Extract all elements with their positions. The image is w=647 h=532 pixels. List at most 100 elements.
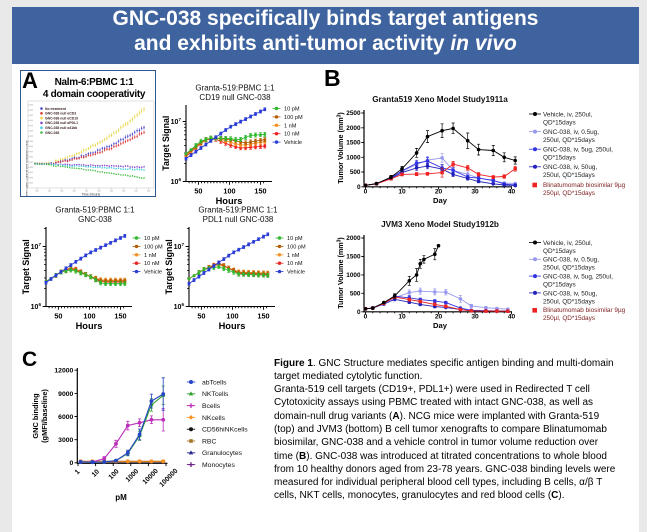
svg-text:0: 0 xyxy=(364,188,368,195)
svg-text:pM: pM xyxy=(115,493,127,502)
svg-text:2000: 2000 xyxy=(346,235,361,242)
svg-text:Monocytes: Monocytes xyxy=(202,462,235,469)
svg-text:250ul, QD*15days: 250ul, QD*15days xyxy=(543,137,595,144)
svg-text:Day: Day xyxy=(433,321,448,330)
svg-text:10 nM: 10 nM xyxy=(144,261,160,267)
svg-text:Time (Hours): Time (Hours) xyxy=(82,193,100,197)
svg-text:CD19 null GNC-038: CD19 null GNC-038 xyxy=(199,93,271,102)
svg-text:10 nM: 10 nM xyxy=(287,261,303,267)
svg-text:Vehicle, iv, 250ul,: Vehicle, iv, 250ul, xyxy=(543,240,592,247)
svg-text:10: 10 xyxy=(398,314,406,321)
svg-text:Hours: Hours xyxy=(216,196,243,206)
svg-text:0: 0 xyxy=(364,314,368,321)
svg-text:QD*15days: QD*15days xyxy=(543,154,576,161)
svg-text:20: 20 xyxy=(435,188,443,195)
svg-text:QD*15days: QD*15days xyxy=(543,248,576,255)
svg-text:150: 150 xyxy=(114,311,126,320)
svg-text:250ul, QD*15days: 250ul, QD*15days xyxy=(543,172,595,179)
svg-text:GNC-038, iv, 5ug, 250ul,: GNC-038, iv, 5ug, 250ul, xyxy=(543,274,613,281)
svg-text:NKTcells: NKTcells xyxy=(202,391,229,398)
svg-text:1: 1 xyxy=(74,468,82,476)
svg-text:JVM3 Xeno Model Study1912b: JVM3 Xeno Model Study1912b xyxy=(381,220,499,229)
svg-text:Granta519 Xeno Model Study1911: Granta519 Xeno Model Study1911a xyxy=(372,95,508,104)
svg-text:1 nM: 1 nM xyxy=(287,252,300,258)
svg-text:100: 100 xyxy=(226,311,238,320)
svg-text:107: 107 xyxy=(31,242,42,251)
svg-text:GNC-038, iv, 0.5ug,: GNC-038, iv, 0.5ug, xyxy=(543,129,599,136)
svg-text:6000: 6000 xyxy=(58,414,73,421)
svg-text:GNC-038, iv, 5ug, 250ul,: GNC-038, iv, 5ug, 250ul, xyxy=(543,146,613,153)
svg-text:10 pM: 10 pM xyxy=(284,107,300,113)
svg-text:Vehicle, iv, 250ul,: Vehicle, iv, 250ul, xyxy=(543,111,592,118)
svg-text:RBC: RBC xyxy=(202,438,216,445)
svg-text:30: 30 xyxy=(471,314,479,321)
svg-text:Granulocytes: Granulocytes xyxy=(202,450,243,457)
svg-text:1 nM: 1 nM xyxy=(284,123,297,129)
svg-text:Blinatumomab biosimilar 9µg: Blinatumomab biosimilar 9µg xyxy=(543,181,626,188)
svg-text:500: 500 xyxy=(350,291,361,298)
svg-text:40: 40 xyxy=(508,314,516,321)
svg-text:Hours: Hours xyxy=(76,321,103,331)
svg-text:150: 150 xyxy=(257,311,269,320)
svg-text:2000: 2000 xyxy=(346,125,361,132)
svg-text:GNC-038, iv, 50ug,: GNC-038, iv, 50ug, xyxy=(543,290,597,297)
svg-text:PDL1 null GNC-038: PDL1 null GNC-038 xyxy=(203,214,274,223)
svg-text:1 nM: 1 nM xyxy=(144,252,157,258)
svg-text:Tumor Volume (mm3): Tumor Volume (mm3) xyxy=(336,237,345,309)
svg-text:Tumor Volume (mm3): Tumor Volume (mm3) xyxy=(336,111,345,183)
svg-text:NKcells: NKcells xyxy=(202,415,226,422)
svg-text:abTcells: abTcells xyxy=(202,379,227,386)
svg-text:GNC-038: GNC-038 xyxy=(45,131,59,135)
svg-text:QD*15days: QD*15days xyxy=(543,282,576,289)
svg-text:100: 100 xyxy=(108,468,121,481)
svg-text:107: 107 xyxy=(171,117,182,126)
svg-text:10 pM: 10 pM xyxy=(144,236,160,242)
svg-text:2500: 2500 xyxy=(346,110,361,117)
svg-text:12000: 12000 xyxy=(54,368,73,375)
svg-text:GNC-038: GNC-038 xyxy=(78,214,112,223)
svg-text:Granta-519:PBMC 1:1: Granta-519:PBMC 1:1 xyxy=(198,205,278,214)
svg-text:Bcells: Bcells xyxy=(202,403,221,410)
svg-text:100 pM: 100 pM xyxy=(284,115,303,121)
svg-text:250ul, QD*15days: 250ul, QD*15days xyxy=(543,265,595,272)
svg-text:0: 0 xyxy=(357,184,361,191)
svg-text:106: 106 xyxy=(171,177,182,186)
svg-text:50: 50 xyxy=(197,311,205,320)
svg-text:GNC-038, iv, 0.5ug,: GNC-038, iv, 0.5ug, xyxy=(543,257,599,264)
svg-text:500: 500 xyxy=(350,169,361,176)
svg-text:1500: 1500 xyxy=(346,254,361,261)
svg-text:(gMFI/baseline): (gMFI/baseline) xyxy=(40,389,49,443)
svg-text:50: 50 xyxy=(54,311,62,320)
svg-text:GNC-038 null α41bb: GNC-038 null α41bb xyxy=(45,126,77,130)
svg-text:GNC binding: GNC binding xyxy=(31,393,40,439)
svg-text:106: 106 xyxy=(174,302,185,311)
svg-text:Target Signal: Target Signal xyxy=(164,239,174,294)
svg-text:GNC-038, iv, 50ug,: GNC-038, iv, 50ug, xyxy=(543,164,597,171)
svg-text:Granta-519:PBMC 1:1: Granta-519:PBMC 1:1 xyxy=(55,205,135,214)
svg-text:9000: 9000 xyxy=(58,391,73,398)
svg-text:250µl, QD*15days: 250µl, QD*15days xyxy=(543,315,595,322)
svg-text:Vehicle: Vehicle xyxy=(287,269,305,275)
svg-text:150: 150 xyxy=(254,187,266,196)
svg-text:1500: 1500 xyxy=(346,139,361,146)
svg-text:100: 100 xyxy=(83,311,95,320)
svg-text:3000: 3000 xyxy=(58,437,73,444)
svg-text:20: 20 xyxy=(435,314,443,321)
svg-text:No treatment: No treatment xyxy=(45,107,67,111)
svg-text:107: 107 xyxy=(174,242,185,251)
svg-text:250µl, QD*15days: 250µl, QD*15days xyxy=(543,189,595,196)
svg-text:Day: Day xyxy=(433,196,448,205)
svg-text:30: 30 xyxy=(471,188,479,195)
svg-text:GNC-038 null αPDL1: GNC-038 null αPDL1 xyxy=(45,121,78,125)
svg-text:0: 0 xyxy=(70,460,74,467)
svg-text:40: 40 xyxy=(508,188,516,195)
svg-text:10: 10 xyxy=(91,468,101,478)
svg-text:Green Object Count/Per Well No: Green Object Count/Per Well Normalized t… xyxy=(26,140,29,197)
svg-text:10 pM: 10 pM xyxy=(287,236,303,242)
svg-text:Vehicle: Vehicle xyxy=(144,269,162,275)
svg-text:106: 106 xyxy=(31,302,42,311)
svg-text:Target Signal: Target Signal xyxy=(161,116,171,171)
svg-text:100000: 100000 xyxy=(158,467,179,488)
svg-text:GNC-038 null αCD19: GNC-038 null αCD19 xyxy=(45,116,78,120)
svg-text:GNC-038 null αCD3: GNC-038 null αCD3 xyxy=(45,112,76,116)
